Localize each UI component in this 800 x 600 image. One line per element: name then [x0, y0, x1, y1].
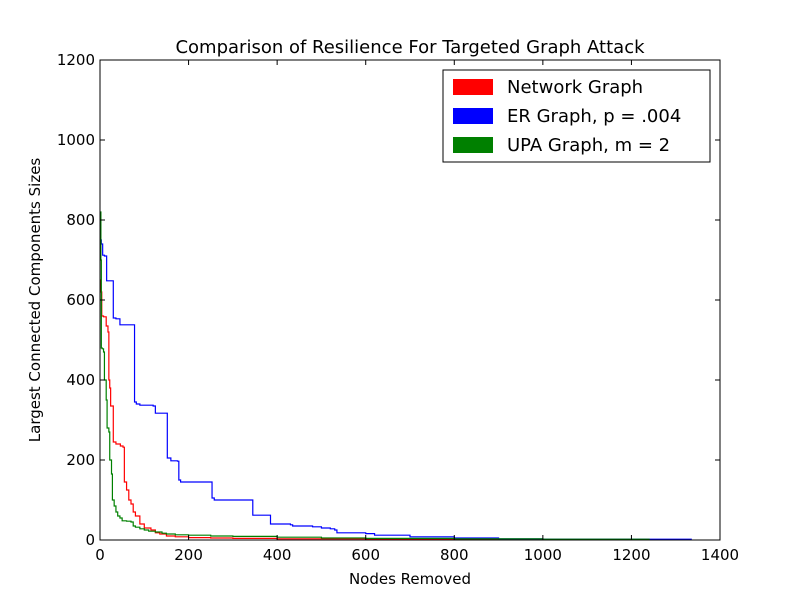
series-layer	[100, 211, 692, 541]
y-tick-label: 400	[66, 371, 95, 389]
y-tick-label: 1000	[57, 131, 95, 149]
legend-label: ER Graph, p = .004	[507, 106, 681, 127]
x-tick-label: 1400	[701, 546, 739, 564]
x-tick-label: 1200	[612, 546, 650, 564]
legend: Network Graph ER Graph, p = .004 UPA Graph…	[442, 69, 711, 163]
series-line-0	[100, 279, 692, 541]
y-tick-label: 800	[66, 211, 95, 229]
legend-label: UPA Graph, m = 2	[507, 135, 670, 156]
legend-swatch	[453, 108, 493, 124]
y-axis: 0 200 400 600 800 1000 1200	[57, 51, 720, 549]
x-axis: 0 200 400 600 800 1000 1200 1400	[95, 60, 739, 564]
legend-label: Network Graph	[507, 77, 643, 98]
series-line-2	[100, 211, 650, 540]
series-line-1	[100, 239, 692, 540]
x-tick-label: 600	[351, 546, 380, 564]
y-tick-label: 0	[85, 531, 95, 549]
y-tick-label: 600	[66, 291, 95, 309]
chart-title: Comparison of Resilience For Targeted Gr…	[175, 37, 645, 58]
y-tick-label: 200	[66, 451, 95, 469]
x-tick-label: 1000	[524, 546, 562, 564]
y-tick-label: 1200	[57, 51, 95, 69]
x-tick-label: 200	[174, 546, 203, 564]
x-tick-label: 400	[263, 546, 292, 564]
legend-swatch	[453, 79, 493, 95]
x-tick-label: 0	[95, 546, 105, 564]
x-tick-label: 800	[440, 546, 469, 564]
y-axis-label: Largest Connected Components Sizes	[26, 158, 44, 443]
legend-swatch	[453, 137, 493, 153]
x-axis-label: Nodes Removed	[349, 570, 471, 588]
